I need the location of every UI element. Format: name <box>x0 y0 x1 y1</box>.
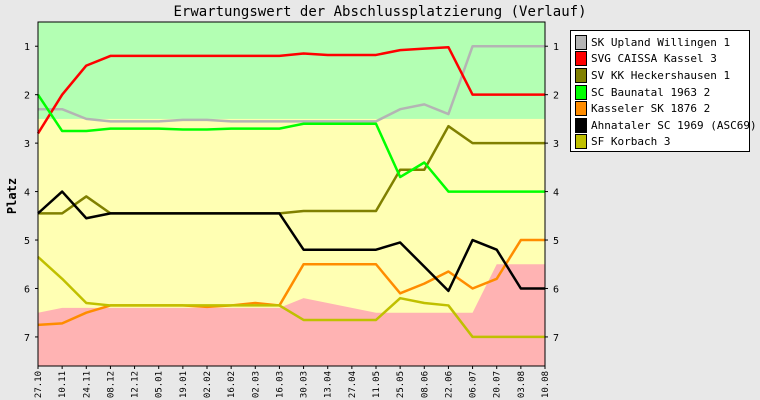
x-tick-label: 27.04 <box>348 371 358 398</box>
y-tick-label-left: 7 <box>24 333 30 344</box>
series-lines <box>36 44 545 339</box>
y-axis-label: Platz <box>5 178 19 214</box>
legend-swatch <box>575 51 587 67</box>
legend-swatch <box>575 84 587 100</box>
background-bands <box>38 22 545 366</box>
x-axis: 27.10 10.11 24.11 08.12 12.12 05.01 19.01 02.02… <box>34 366 551 398</box>
legend-item: SK Upland Willingen 1 <box>575 34 745 51</box>
y-axis-left: 1 2 3 4 5 6 7 <box>24 42 38 344</box>
y-tick-label-right: 1 <box>553 42 559 53</box>
y-tick-label-left: 5 <box>24 236 30 247</box>
y-tick-label-right: 4 <box>553 188 559 199</box>
band-lower <box>38 264 545 366</box>
legend-item: Ahnataler SC 1969 (ASC69) 2 <box>575 117 760 134</box>
legend-swatch <box>575 101 587 117</box>
x-tick-label: 02.02 <box>203 371 213 398</box>
y-tick-label-right: 7 <box>553 333 559 344</box>
series-line-1 <box>36 45 545 135</box>
series-line-6 <box>37 256 545 339</box>
x-tick-label: 20.07 <box>493 371 503 398</box>
y-tick-label-right: 2 <box>553 91 559 102</box>
x-tick-label: 30.03 <box>300 371 310 398</box>
series-line-0 <box>38 44 545 123</box>
y-axis-right: 1 2 3 4 5 6 7 <box>545 42 559 344</box>
x-tick-label: 05.01 <box>155 371 165 398</box>
legend-label: SF Korbach 3 <box>591 135 671 149</box>
y-tick-label-right: 3 <box>553 139 559 150</box>
x-tick-label: 11.05 <box>372 371 382 398</box>
y-tick-label-right: 6 <box>553 284 559 295</box>
legend: SK Upland Willingen 1 SVG CAISSA Kassel 3… <box>570 30 760 152</box>
x-tick-label: 10.08 <box>541 371 551 398</box>
legend-swatch <box>575 67 587 83</box>
legend-swatch <box>575 134 587 150</box>
series-line-3 <box>36 93 545 193</box>
plot-frame <box>37 21 546 367</box>
y-tick-label-left: 1 <box>24 42 30 53</box>
x-tick-label: 24.11 <box>82 371 92 398</box>
x-tick-label: 25.05 <box>396 371 406 398</box>
x-tick-label: 08.06 <box>420 371 430 398</box>
y-tick-label-right: 5 <box>553 236 559 247</box>
legend-label: SV KK Heckershausen 1 <box>591 68 731 82</box>
chart-title: Erwartungswert der Abschlussplatzierung … <box>173 4 587 20</box>
x-tick-label: 19.01 <box>179 371 189 398</box>
x-tick-label: 16.03 <box>275 371 285 398</box>
x-tick-label: 02.03 <box>251 371 261 398</box>
x-tick-label: 08.12 <box>106 371 116 398</box>
legend-label: SVG CAISSA Kassel 3 <box>591 52 717 66</box>
legend-label: Kasseler SK 1876 2 <box>591 102 711 116</box>
legend-label: SK Upland Willingen 1 <box>591 35 731 49</box>
legend-item: SF Korbach 3 <box>575 134 745 151</box>
y-tick-label-left: 4 <box>24 188 30 199</box>
legend-item: Kasseler SK 1876 2 <box>575 100 745 117</box>
y-tick-label-left: 3 <box>24 139 30 150</box>
x-tick-label: 22.06 <box>444 371 454 398</box>
band-upper <box>38 22 545 119</box>
x-tick-label: 27.10 <box>34 371 44 398</box>
y-tick-label-left: 6 <box>24 284 30 295</box>
x-tick-label: 10.11 <box>58 371 68 398</box>
legend-item: SV KK Heckershausen 1 <box>575 67 745 84</box>
x-tick-label: 13.04 <box>324 371 334 398</box>
y-tick-label-left: 2 <box>24 91 30 102</box>
legend-label: SC Baunatal 1963 2 <box>591 85 711 99</box>
legend-swatch <box>575 34 587 50</box>
x-tick-label: 06.07 <box>469 371 479 398</box>
x-tick-label: 12.12 <box>131 371 141 398</box>
series-line-5 <box>37 190 545 293</box>
legend-item: SVG CAISSA Kassel 3 <box>575 51 745 68</box>
legend-label: Ahnataler SC 1969 (ASC69) 2 <box>591 118 760 132</box>
legend-swatch <box>575 117 587 133</box>
x-tick-label: 03.08 <box>517 371 527 398</box>
x-tick-label: 16.02 <box>227 371 237 398</box>
legend-item: SC Baunatal 1963 2 <box>575 84 745 101</box>
